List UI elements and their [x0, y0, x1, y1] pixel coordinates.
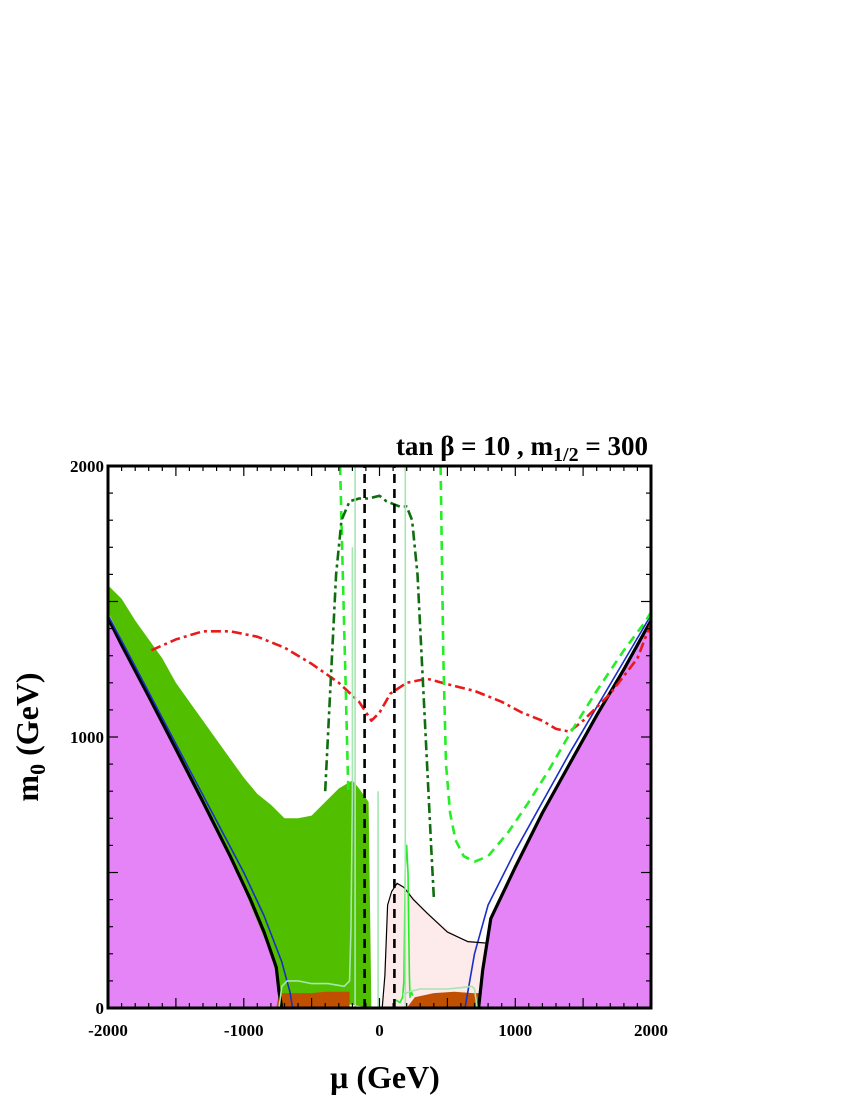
region-stau-left [276, 991, 350, 1008]
x-axis-title: μ (GeV) [330, 1059, 440, 1095]
region-excluded-left [108, 617, 285, 1008]
series-line-2 [108, 614, 294, 1008]
x-tick-label: 1000 [498, 1021, 532, 1040]
ticks-layer [107, 465, 652, 1009]
region-wmap-band [108, 585, 372, 1008]
series-line-14 [402, 985, 478, 1008]
region-excluded-right [478, 620, 651, 1008]
y-tick-label: 2000 [70, 457, 104, 476]
series-line-9 [395, 844, 414, 1004]
series-line-5 [150, 622, 651, 733]
series-layer [108, 466, 651, 1008]
regions-layer [108, 585, 651, 1008]
x-tick-label: 0 [375, 1021, 384, 1040]
y-axis-title: m0 (GeV) [9, 672, 50, 801]
x-tick-label: 2000 [634, 1021, 668, 1040]
series-line-10 [278, 547, 354, 1008]
x-tick-label: -2000 [88, 1021, 128, 1040]
series-line-7 [439, 466, 651, 864]
chart-title: tan β = 10 , m1/2 = 300 [396, 431, 648, 466]
series-line-0 [108, 617, 284, 1008]
series-line-1 [477, 619, 651, 1008]
x-tick-label: -1000 [224, 1021, 264, 1040]
tick-labels-layer: -2000 -1000 0 1000 2000 0 1000 2000 [70, 457, 668, 1040]
y-tick-label: 0 [96, 999, 105, 1018]
y-tick-label: 1000 [70, 728, 104, 747]
series-line-6 [338, 466, 350, 792]
series-line-4 [381, 882, 486, 1008]
series-line-8 [323, 494, 436, 897]
series-line-3 [464, 614, 651, 1008]
